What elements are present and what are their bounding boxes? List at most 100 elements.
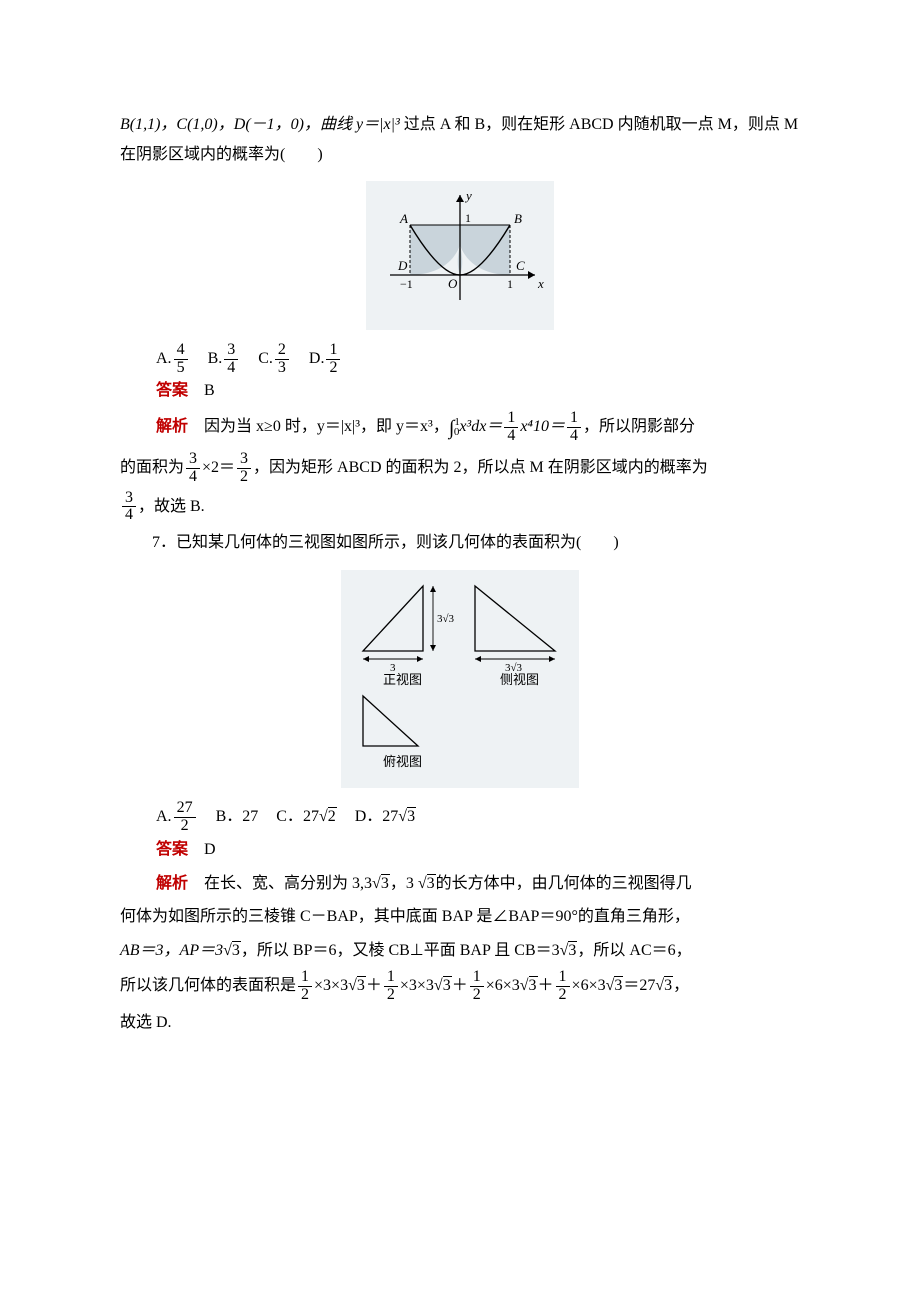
q6-expl-1c: x⁴10＝: [520, 418, 565, 435]
f2d: 4: [567, 428, 581, 445]
q7-opt-B: B．27: [216, 808, 259, 825]
q7-views-svg: 3√3 3 正视图 3√3 侧视图 俯视图: [345, 574, 575, 774]
q7-expl-l1: 解析 在长、宽、高分别为 3,3√3，3 √3的长方体中，由几何体的三视图得几: [120, 869, 800, 899]
q6-expl-2c: ，因为矩形 ABCD 的面积为 2，所以点 M 在阴影区域内的概率为: [253, 459, 708, 476]
q7-side-label: 侧视图: [500, 672, 539, 687]
q7-e1b: ，3: [390, 875, 418, 892]
q7-expl-l3: AB＝3，AP＝3√3，所以 BP＝6，又棱 CB⊥平面 BAP 且 CB＝3√…: [120, 936, 800, 966]
q7-stem: 7．已知某几何体的三视图如图所示，则该几何体的表面积为( ): [120, 528, 800, 558]
q6-label-1: 1: [507, 277, 513, 291]
q7-top-label: 俯视图: [383, 754, 422, 769]
q7-e4a: 所以该几何体的表面积是: [120, 977, 296, 994]
q7-e4h: ×6×3: [572, 977, 606, 994]
r41: 3: [357, 976, 366, 994]
q7-h-label: 3√3: [437, 613, 455, 625]
q7-C-rad: 2: [328, 807, 337, 825]
q7-e4d: ×3×3: [400, 977, 434, 994]
q6-D-den: 2: [326, 360, 340, 377]
f4d: 2: [237, 469, 251, 486]
q6-label-C: C: [516, 258, 525, 273]
q7-e4f: ×6×3: [486, 977, 520, 994]
q6-label-D: D: [397, 258, 408, 273]
q6-figure-wrap: A B C D O x y 1 1 −1: [120, 181, 800, 330]
q6-expl-3: 34，故选 B.: [120, 490, 800, 525]
h1d: 2: [298, 987, 312, 1004]
q6-curve: y＝|x|³: [356, 116, 400, 133]
q7-e4e: ＋: [452, 977, 468, 994]
q6-options: A.45 B.34 C.23 D.12: [120, 342, 800, 377]
q7-D-rad: 3: [407, 807, 416, 825]
q7-opt-D: D．27√3: [355, 808, 416, 825]
q6-stem-prefix: B(1,1)，C(1,0)，D(－1，0)，曲线: [120, 116, 356, 133]
q7-e1-r2: 3: [427, 874, 436, 892]
h3n: 1: [470, 969, 484, 987]
q7-e3b: ，所以 BP＝6，又棱 CB⊥平面 BAP 且 CB＝3: [241, 942, 560, 959]
q6-label-1t: 1: [465, 211, 471, 225]
q6-expl-f2: 14: [567, 410, 581, 445]
f2n: 1: [567, 410, 581, 428]
q6-figure-svg: A B C D O x y 1 1 −1: [370, 185, 550, 315]
q6-figure-box: A B C D O x y 1 1 −1: [366, 181, 554, 330]
q6-expl-1b: x³dx＝: [459, 418, 502, 435]
f5d: 4: [122, 507, 136, 524]
q7-half-4: 12: [556, 969, 570, 1004]
q6-A-num: 4: [174, 342, 188, 360]
q7-answer-label: 答案: [156, 841, 188, 858]
r43: 3: [529, 976, 538, 994]
q7-e1-r1: 3: [381, 874, 390, 892]
q6-B-num: 3: [224, 342, 238, 360]
q6-C-num: 2: [275, 342, 289, 360]
q6-label-neg1: −1: [400, 277, 413, 291]
h2n: 1: [384, 969, 398, 987]
q7-half-3: 12: [470, 969, 484, 1004]
q7-e4c: ＋: [366, 977, 382, 994]
q6-expl-f4: 32: [237, 451, 251, 486]
r42: 3: [443, 976, 452, 994]
q6-expl-1a: 因为当 x≥0 时，y＝|x|³，即 y＝x³，: [204, 418, 449, 435]
q6-D-num: 1: [326, 342, 340, 360]
q7-expl-l5: 故选 D.: [120, 1008, 800, 1038]
f3d: 4: [186, 469, 200, 486]
h2d: 2: [384, 987, 398, 1004]
q6-expl-2b: ×2＝: [202, 459, 235, 476]
q6-expl-2: 的面积为34×2＝32，因为矩形 ABCD 的面积为 2，所以点 M 在阴影区域…: [120, 451, 800, 486]
h1n: 1: [298, 969, 312, 987]
q7-e4i: ＝27: [623, 977, 655, 994]
q7-front-label: 正视图: [383, 672, 422, 687]
q7-expl-l2: 何体为如图所示的三棱锥 C－BAP，其中底面 BAP 是∠BAP＝90°的直角三…: [120, 902, 800, 932]
q7-A-num: 27: [174, 800, 196, 818]
q6-answer-row: 答案 B: [120, 376, 800, 406]
q7-expl-l4: 所以该几何体的表面积是12×3×3√3＋12×3×3√3＋12×6×3√3＋12…: [120, 969, 800, 1004]
f1d: 4: [504, 428, 518, 445]
q6-expl-3t: ，故选 B.: [138, 498, 205, 515]
q7-answer-value: D: [204, 841, 216, 858]
q6-A-den: 5: [174, 360, 188, 377]
q7-e3c: ，所以 AC＝6，: [577, 942, 691, 959]
q6-C-den: 3: [275, 360, 289, 377]
q7-e1c: 的长方体中，由几何体的三视图得几: [436, 875, 692, 892]
q6-expl-1d: ，所以阴影部分: [583, 418, 695, 435]
q7-options: A.272 B．27 C．27√2 D．27√3: [120, 800, 800, 835]
q6-opt-A: A.45: [156, 350, 190, 367]
q6-expl-f3: 34: [186, 451, 200, 486]
q7-figure-box: 3√3 3 正视图 3√3 侧视图 俯视图: [341, 570, 579, 789]
q6-expl-f1: 14: [504, 410, 518, 445]
q6-B-den: 4: [224, 360, 238, 377]
q7-e3a: AB＝3，AP＝3: [120, 942, 223, 959]
h4n: 1: [556, 969, 570, 987]
q6-opt-B: B.34: [208, 350, 241, 367]
q6-label-A: A: [399, 211, 408, 226]
q6-expl-f5: 34: [122, 490, 136, 525]
f1n: 1: [504, 410, 518, 428]
q6-stem: B(1,1)，C(1,0)，D(－1，0)，曲线 y＝|x|³ 过点 A 和 B…: [120, 110, 800, 169]
q7-B-val: 27: [242, 808, 258, 825]
q6-expl-1: 解析 因为当 x≥0 时，y＝|x|³，即 y＝x³，∫10x³dx＝14x⁴1…: [120, 410, 800, 447]
q6-answer-label: 答案: [156, 382, 188, 399]
q7-e4j: ，: [673, 977, 689, 994]
q6-opt-D: D.12: [309, 350, 343, 367]
q6-label-O: O: [448, 276, 458, 291]
q7-expl-label: 解析: [156, 875, 188, 892]
q7-e4b: ×3×3: [314, 977, 348, 994]
q7-answer-row: 答案 D: [120, 835, 800, 865]
q6-answer-value: B: [204, 382, 215, 399]
